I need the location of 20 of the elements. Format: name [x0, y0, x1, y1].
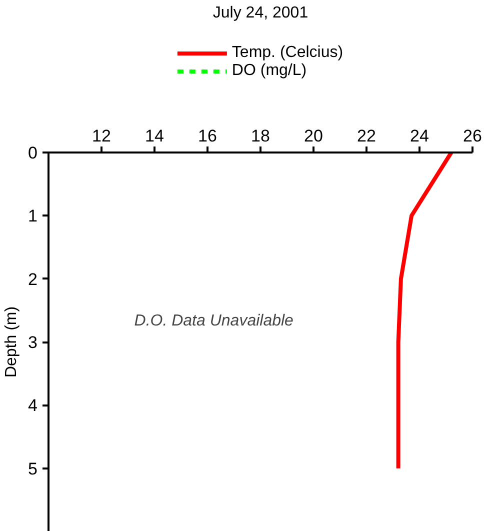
y-tick-label: 4	[28, 396, 38, 416]
x-tick-label: 16	[198, 126, 217, 146]
x-tick-label: 12	[92, 126, 111, 146]
annotation: D.O. Data Unavailable	[134, 312, 294, 330]
legend-label: Temp. (Celcius)	[232, 44, 344, 62]
y-tick-label: 2	[28, 270, 38, 289]
x-tick-label: 14	[145, 126, 164, 146]
legend-label: DO (mg/L)	[232, 62, 307, 80]
y-tick-label: 3	[28, 333, 38, 352]
line-series	[396, 152, 454, 470]
x-tick-label: 26	[463, 126, 482, 146]
x-tick-label: 20	[304, 126, 323, 146]
y-tick-label: 5	[28, 459, 38, 478]
y-tick-label: 1	[28, 206, 38, 226]
x-tick-label: 24	[410, 126, 429, 146]
y-tick-label: 0	[28, 144, 38, 162]
chart-title: July 24, 2001	[212, 4, 308, 22]
x-tick-label: 22	[357, 126, 376, 146]
y-axis-title: Depth (m)	[3, 306, 20, 378]
x-tick-label: 18	[251, 126, 270, 146]
